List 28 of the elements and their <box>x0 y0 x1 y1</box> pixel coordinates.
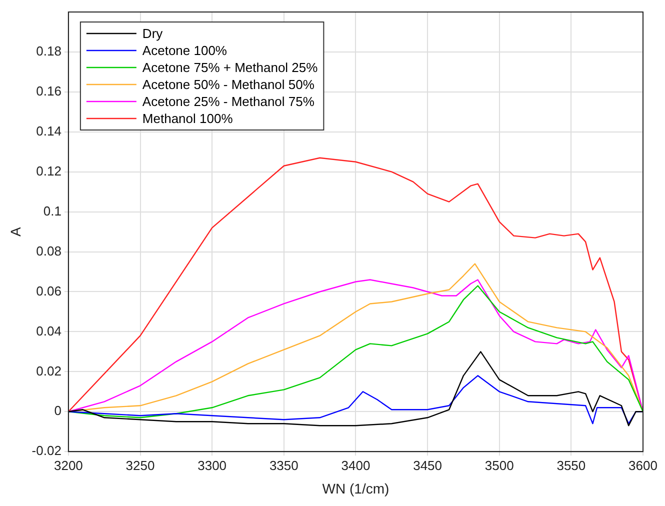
y-tick-label: 0.1 <box>43 203 62 218</box>
legend-label: Dry <box>142 26 164 42</box>
y-tick-label: 0.12 <box>36 163 62 178</box>
legend-label: Acetone 25% - Methanol 75% <box>142 94 315 110</box>
y-tick-label: 0.16 <box>36 84 62 99</box>
x-tick-label: 3300 <box>198 458 227 473</box>
x-tick-label: 3600 <box>628 458 658 473</box>
x-tick-label: 3400 <box>341 458 370 473</box>
legend-label: Acetone 50% - Methanol 50% <box>142 77 315 92</box>
x-axis-title: WN (1/cm) <box>322 480 390 496</box>
x-tick-label: 3550 <box>556 458 586 473</box>
y-tick-label: 0.04 <box>36 323 62 338</box>
y-tick-label: 0.18 <box>36 44 62 59</box>
y-tick-label: -0.02 <box>32 443 62 458</box>
y-tick-label: 0 <box>54 403 62 418</box>
y-tick-label: 0.02 <box>36 363 62 378</box>
y-tick-label: 0.08 <box>36 243 62 258</box>
x-tick-label: 3500 <box>484 458 514 473</box>
x-tick-label: 3200 <box>54 458 83 473</box>
y-tick-label: 0.06 <box>36 283 62 298</box>
legend-label: Methanol 100% <box>142 111 234 126</box>
y-axis-title: A <box>7 226 24 236</box>
legend-label: Acetone 75% + Methanol 25% <box>142 60 318 76</box>
y-tick-label: 0.14 <box>36 123 62 138</box>
x-tick-label: 3450 <box>413 458 442 473</box>
legend-label: Acetone 100% <box>142 43 228 58</box>
x-tick-label: 3250 <box>126 458 155 473</box>
x-tick-label: 3350 <box>269 458 298 473</box>
